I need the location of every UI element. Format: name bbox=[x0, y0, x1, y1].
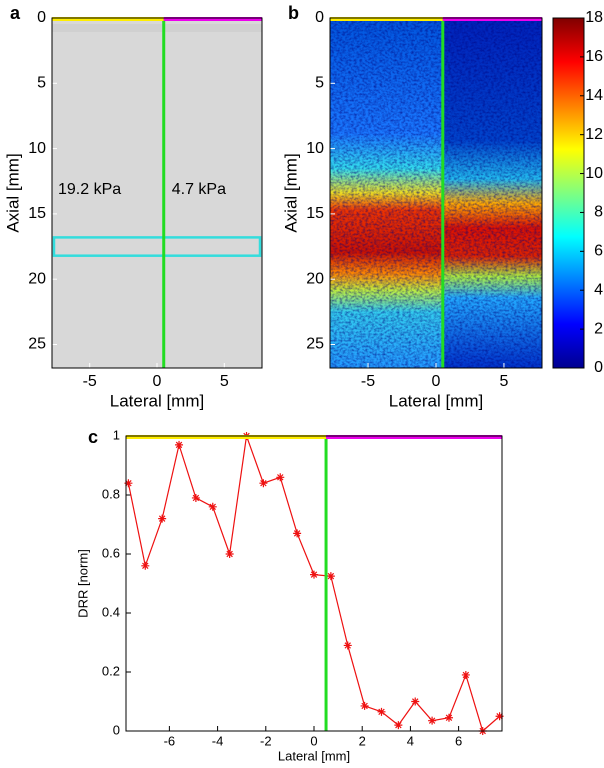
panel-label: a bbox=[10, 3, 21, 23]
x-tick-label: -5 bbox=[83, 373, 97, 390]
x-tick-label: 5 bbox=[220, 373, 229, 390]
x-tick-label: 0 bbox=[153, 373, 162, 390]
colorbar-tick-label: 12 bbox=[585, 126, 603, 143]
data-marker bbox=[394, 721, 403, 730]
colorbar-tick-label: 6 bbox=[594, 243, 603, 260]
y-tick-label: 15 bbox=[306, 205, 324, 222]
y-axis-label: Axial [mm] bbox=[3, 153, 22, 232]
data-marker bbox=[377, 707, 386, 716]
plot-frame bbox=[125, 435, 503, 732]
colorbar-tick-label: 10 bbox=[585, 165, 603, 182]
data-marker bbox=[461, 670, 470, 679]
band-left bbox=[52, 17, 164, 21]
x-axis-label: Lateral [mm] bbox=[110, 391, 204, 410]
data-marker bbox=[259, 479, 268, 488]
data-marker bbox=[444, 713, 453, 722]
x-tick-label: 5 bbox=[499, 373, 508, 390]
x-tick-label: 4 bbox=[407, 733, 414, 748]
data-marker bbox=[158, 514, 167, 523]
skin-layer bbox=[52, 24, 262, 32]
data-marker bbox=[293, 529, 302, 538]
data-marker bbox=[343, 641, 352, 650]
y-tick-label: 0.6 bbox=[102, 545, 120, 560]
y-tick-label: 0.4 bbox=[102, 604, 120, 619]
panel-label: b bbox=[288, 3, 299, 23]
data-marker bbox=[191, 493, 200, 502]
y-tick-label: 5 bbox=[315, 75, 324, 92]
x-tick-label: -4 bbox=[212, 733, 224, 748]
colorbar bbox=[552, 17, 585, 369]
x-tick-label: -5 bbox=[361, 373, 375, 390]
data-marker bbox=[495, 712, 504, 721]
data-marker bbox=[225, 550, 234, 558]
x-tick-label: -2 bbox=[260, 733, 272, 748]
data-marker bbox=[141, 561, 150, 570]
data-marker bbox=[428, 716, 437, 725]
panel-label: c bbox=[88, 427, 98, 447]
band-left bbox=[330, 17, 443, 21]
band-right bbox=[442, 17, 542, 21]
y-tick-label: 0 bbox=[113, 722, 120, 737]
data-marker bbox=[208, 502, 217, 511]
y-tick-label: 20 bbox=[306, 270, 324, 287]
y-tick-label: 10 bbox=[28, 140, 46, 157]
roi-box bbox=[52, 236, 262, 257]
heatmap-noise bbox=[330, 18, 542, 368]
data-marker bbox=[360, 701, 369, 710]
x-axis-label: Lateral [mm] bbox=[389, 391, 483, 410]
data-marker bbox=[175, 440, 184, 449]
y-axis-label: Axial [mm] bbox=[281, 153, 300, 232]
colorbar-tick-label: 4 bbox=[594, 281, 603, 298]
y-tick-label: 1 bbox=[113, 427, 120, 442]
data-marker bbox=[310, 570, 318, 579]
band-left bbox=[126, 435, 327, 439]
x-tick-label: 0 bbox=[432, 373, 441, 390]
annotation: 4.7 kPa bbox=[172, 181, 226, 198]
y-tick-label: 5 bbox=[37, 75, 46, 92]
data-marker bbox=[326, 572, 335, 581]
y-tick-label: 10 bbox=[306, 140, 324, 157]
x-tick-label: -6 bbox=[164, 733, 176, 748]
data-marker bbox=[124, 479, 133, 488]
colorbar-tick-label: 16 bbox=[585, 48, 603, 65]
speckle bbox=[52, 18, 262, 368]
y-tick-label: 20 bbox=[28, 270, 46, 287]
y-tick-label: 0 bbox=[37, 9, 46, 26]
colorbar-tick-label: 0 bbox=[594, 359, 603, 376]
x-tick-label: 0 bbox=[310, 733, 317, 748]
colorbar-tick-label: 18 bbox=[585, 9, 603, 26]
y-axis-label: DRR [norm] bbox=[75, 549, 90, 618]
x-tick-label: 6 bbox=[455, 733, 462, 748]
colorbar-tick-label: 2 bbox=[594, 320, 603, 337]
data-marker bbox=[411, 697, 420, 706]
plot-frame bbox=[329, 17, 543, 369]
x-tick-label: 2 bbox=[359, 733, 366, 748]
y-tick-label: 25 bbox=[306, 336, 324, 353]
y-tick-label: 0.8 bbox=[102, 486, 120, 501]
colorbar-tick-label: 14 bbox=[585, 87, 603, 104]
data-marker bbox=[276, 473, 285, 482]
y-tick-label: 0.2 bbox=[102, 663, 120, 678]
y-tick-label: 15 bbox=[28, 205, 46, 222]
plot-frame bbox=[51, 17, 263, 369]
colorbar-tick-label: 8 bbox=[594, 204, 603, 221]
band-right bbox=[326, 435, 502, 439]
annotation: 19.2 kPa bbox=[58, 181, 121, 198]
band-right bbox=[163, 17, 262, 21]
data-line bbox=[127, 435, 500, 733]
x-axis-label: Lateral [mm] bbox=[278, 748, 350, 763]
y-tick-label: 0 bbox=[315, 9, 324, 26]
y-tick-label: 25 bbox=[28, 336, 46, 353]
